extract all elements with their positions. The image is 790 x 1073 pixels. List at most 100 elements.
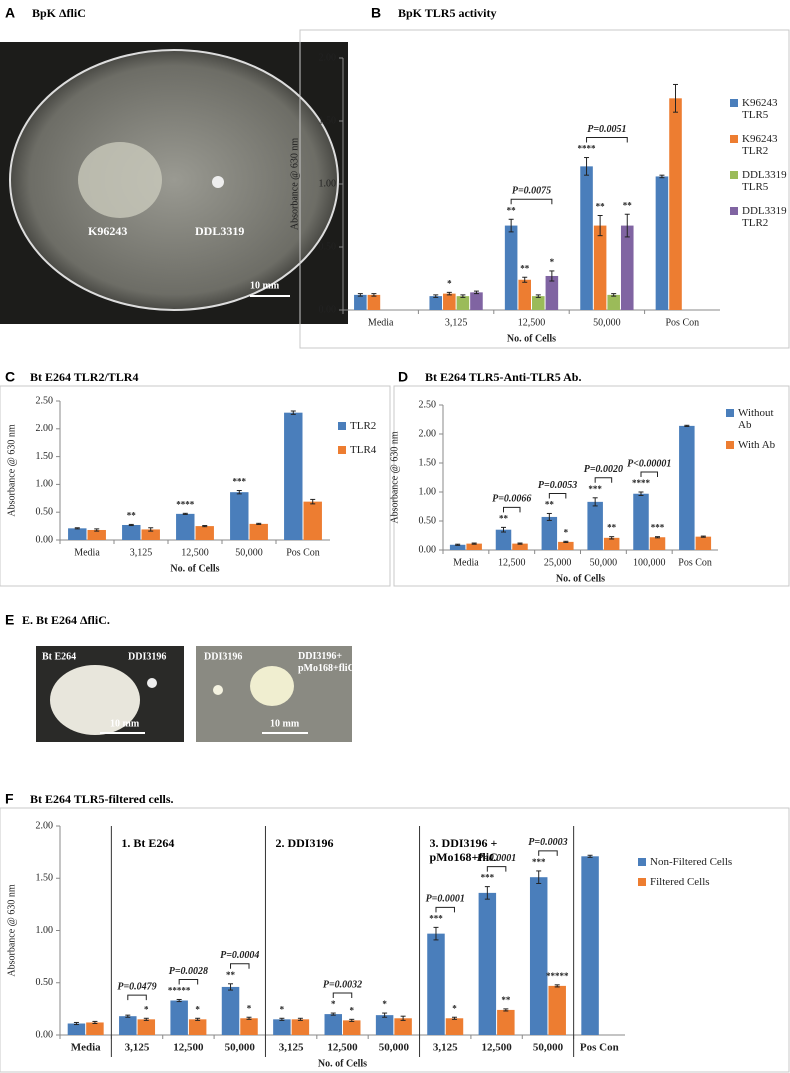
legend-swatch [730,207,738,215]
panel-label: C [5,369,15,385]
scale-label: 10 mm [110,718,140,729]
bar [497,1009,515,1035]
scale-label: 10 mm [250,280,280,291]
legend-entry: DDL3319 TLR5 [730,169,788,193]
legend-entry: Filtered Cells [638,876,778,888]
bar [170,1000,188,1035]
chart-frame [299,29,790,349]
panel-title: E. Bt E264 ΔfliC. [22,613,110,627]
significance: * [280,1004,285,1014]
bar [495,529,512,550]
chart-frame [393,385,790,587]
bar [695,536,712,550]
significance: * [331,999,336,1009]
bar [284,412,303,540]
significance: *** [651,523,665,533]
x-tick-label: 12,500 [173,1042,204,1054]
x-tick-label: 12,500 [327,1042,358,1054]
scale-label: 10 mm [270,718,300,729]
x-tick-label: Media [368,317,394,328]
photo-label: DDI3196+ pMo168+fliC [298,651,355,674]
y-tick-label: 0.00 [419,544,437,555]
significance: * [382,999,387,1009]
significance: ** [499,513,509,523]
significance: * [550,257,555,267]
y-axis-title: Absorbance @ 630 nm [389,431,400,523]
legend-label: DDL3319 TLR5 [742,169,787,193]
group-label: 3. DDI3196 + pMo168+fliC [429,836,498,864]
bar [195,526,214,540]
bar [587,501,603,550]
bar [68,528,87,540]
legend-label: Non-Filtered Cells [650,856,733,868]
colony [250,666,294,706]
y-tick-label: 0.00 [319,304,337,315]
legend-swatch [730,99,738,107]
x-tick-label: 3,125 [125,1042,150,1054]
p-bracket [230,963,250,969]
photo-label: DDI3196 [128,651,166,662]
significance: ** [501,995,511,1005]
bar [603,537,620,550]
x-tick-label: 50,000 [235,547,263,558]
p-bracket [178,978,199,985]
legend-label: DDL3319 TLR2 [742,205,787,229]
x-tick-label: 12,500 [181,547,209,558]
bar [291,1019,310,1035]
legend-label: K96243 TLR5 [742,97,778,121]
y-tick-label: 1.50 [319,115,337,126]
p-value: P=0.0003 [528,837,567,848]
p-value: P=0.0020 [584,464,623,475]
significance: **** [578,144,597,154]
x-axis-title: No. of Cells [170,563,219,574]
bar [478,892,497,1035]
group-label: 2. DDI3196 [275,836,334,850]
y-tick-label: 0.50 [36,506,54,517]
x-tick-label: 3,125 [445,317,468,328]
bar [188,1019,207,1035]
legend-swatch [338,446,346,454]
bar [375,1015,394,1035]
group-label: 1. Bt E264 [121,836,175,850]
legend-entry: Without Ab [726,407,786,431]
bar [545,275,559,310]
bar [529,877,548,1035]
x-tick-label: 3,125 [279,1042,304,1054]
bar [518,279,531,310]
legend-entry: DDL3319 TLR2 [730,205,788,229]
y-tick-label: 1.50 [419,457,437,468]
bar [249,523,268,540]
x-tick-label: 3,125 [130,547,153,558]
bar [119,1016,137,1035]
panel-label: E [5,612,14,628]
legend-swatch [730,171,738,179]
legend-entry: TLR4 [338,444,388,456]
significance: *** [233,477,247,487]
legend-entry: TLR2 [338,420,388,432]
legend-swatch [730,135,738,143]
significance: **** [632,478,651,488]
chart-title: Bt E264 TLR2/TLR4 [30,370,138,384]
p-bracket [548,492,567,499]
p-value: P=0.0028 [169,966,208,977]
legend-entry: Non-Filtered Cells [638,856,778,868]
y-tick-label: 1.50 [36,451,54,462]
y-axis-title: Absorbance @ 630 nm [6,884,17,976]
significance: ** [596,202,606,212]
colony [147,678,157,688]
bar [470,292,483,310]
bar [541,516,558,550]
y-tick-label: 0.50 [36,977,54,988]
x-tick-label: Media [453,557,479,568]
x-tick-label: 100,000 [633,557,666,568]
bar [87,529,106,540]
y-tick-label: 1.50 [36,873,54,884]
p-value: P<0.00001 [627,458,671,469]
bar [512,543,528,550]
bar [354,294,367,310]
legend-entry: K96243 TLR2 [730,133,788,157]
bar [620,225,634,310]
legend-label: TLR2 [350,420,377,432]
bar [122,524,141,540]
